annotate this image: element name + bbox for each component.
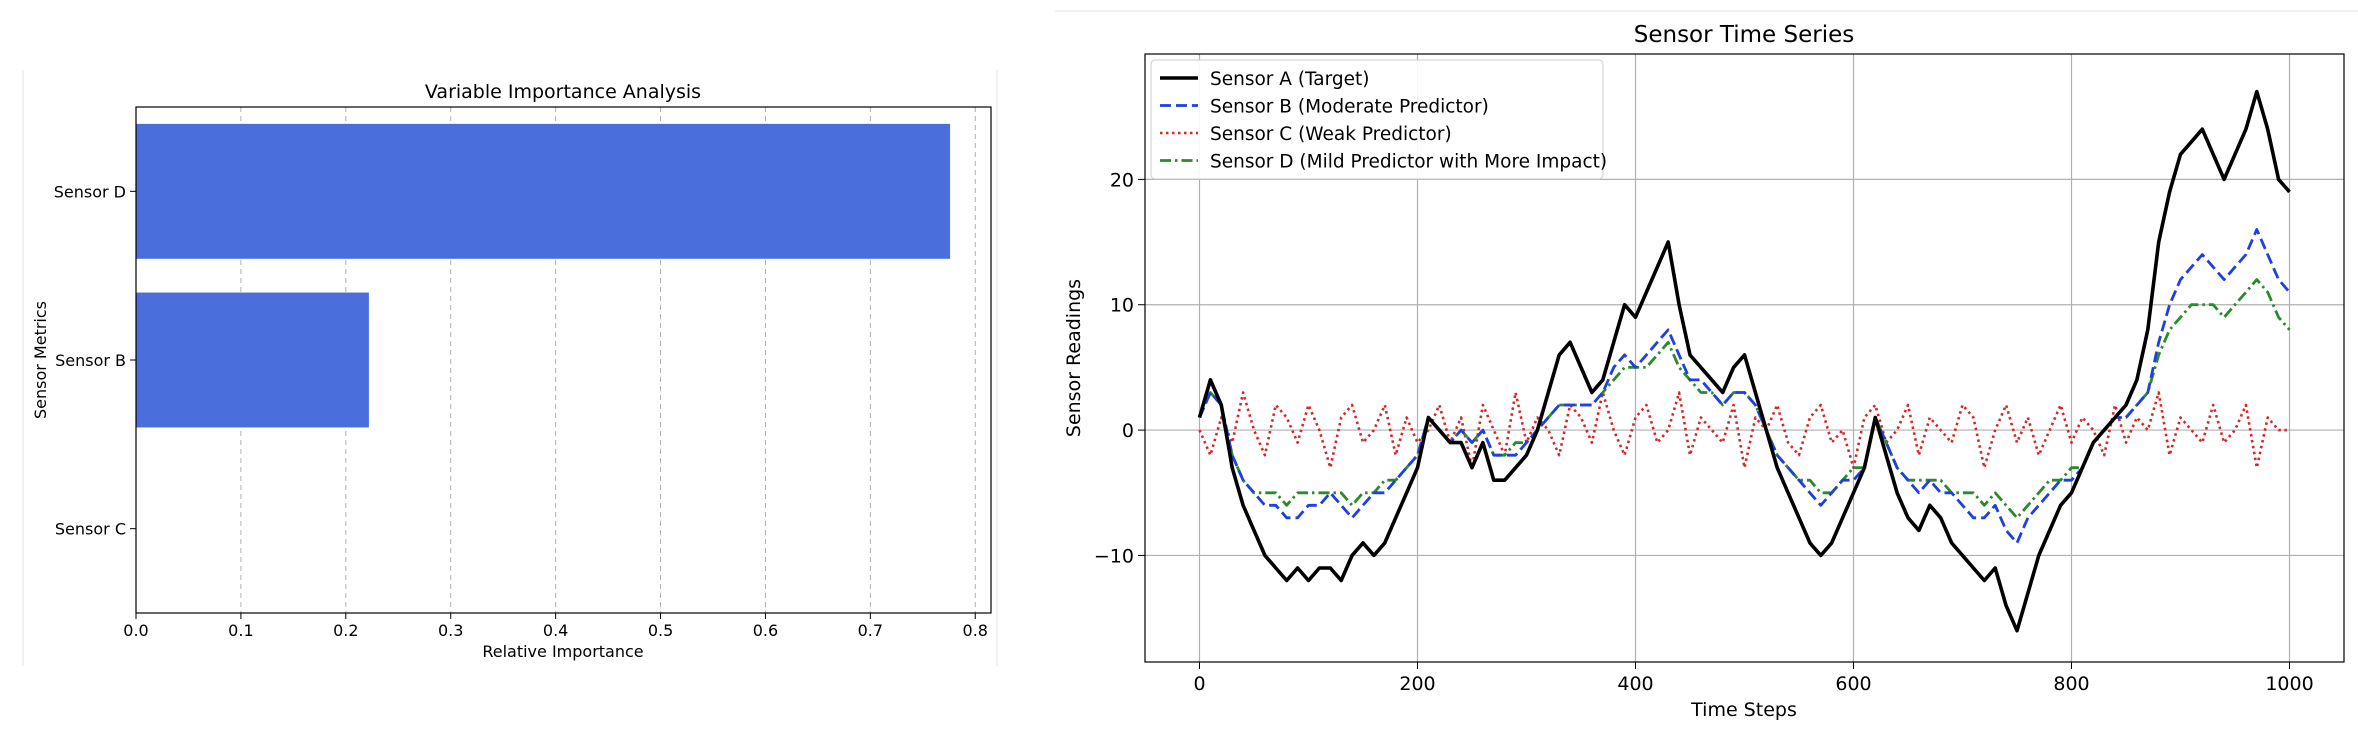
bar-sensor-d <box>136 123 951 259</box>
bar-x-tick-label: 0.1 <box>228 621 253 640</box>
bar-y-axis-label: Sensor Metrics <box>31 301 50 419</box>
ts-y-ticks: −10 0 10 20 <box>1094 169 1145 567</box>
importance-chart: 0.0 0.1 0.2 0.3 0.4 0.5 0.6 0.7 0.8 Sensor DSens… <box>22 70 998 666</box>
legend-label: Sensor A (Target) <box>1210 69 1370 90</box>
bar-chart-title: Variable Importance Analysis <box>425 81 701 103</box>
ts-y-tick-label: 0 <box>1122 420 1134 442</box>
bar-y-ticks: Sensor D Sensor B Sensor C <box>54 182 136 539</box>
ts-y-tick-label: −10 <box>1094 545 1134 567</box>
series-line-sensor-d <box>1198 278 2291 520</box>
ts-x-tick-label: 0 <box>1193 673 1205 695</box>
bar-y-tick-label: Sensor D <box>54 182 126 201</box>
bar-x-tick-label: 0.5 <box>648 621 673 640</box>
bar-x-ticks: 0.0 0.1 0.2 0.3 0.4 0.5 0.6 0.7 0.8 <box>123 613 988 640</box>
bar-x-tick-label: 0.2 <box>333 621 358 640</box>
ts-x-tick-label: 400 <box>1617 673 1653 695</box>
ts-x-tick-label: 1000 <box>2265 673 2313 695</box>
series-line-sensor-b <box>1198 228 2291 545</box>
ts-y-axis-label: Sensor Readings <box>1063 279 1085 437</box>
ts-x-tick-label: 600 <box>1835 673 1871 695</box>
ts-legend: Sensor A (Target) Sensor B (Moderate Pred… <box>1150 59 1607 180</box>
legend-label: Sensor D (Mild Predictor with More Impac… <box>1210 152 1607 173</box>
bar-x-tick-label: 0.4 <box>543 621 568 640</box>
bar-y-tick-label: Sensor C <box>55 520 126 539</box>
ts-gridlines <box>1145 54 2344 662</box>
ts-legend-box <box>1150 59 1604 180</box>
ts-y-tick-label: 10 <box>1110 295 1134 317</box>
ts-x-tick-label: 200 <box>1399 673 1435 695</box>
ts-x-tick-label: 800 <box>2053 673 2089 695</box>
series-line-sensor-a <box>1197 89 2291 633</box>
legend-label: Sensor C (Weak Predictor) <box>1210 124 1452 145</box>
bar-x-tick-label: 0.3 <box>438 621 463 640</box>
bar-sensor-b <box>136 292 369 428</box>
bar-x-tick-label: 0.0 <box>123 621 148 640</box>
bar-x-axis-label: Relative Importance <box>482 642 643 661</box>
ts-chart-title: Sensor Time Series <box>1634 22 1854 48</box>
ts-y-tick-label: 20 <box>1110 169 1134 191</box>
bar-x-tick-label: 0.8 <box>963 621 988 640</box>
bar-x-tick-label: 0.6 <box>753 621 778 640</box>
bar-series <box>136 123 951 428</box>
ts-x-ticks: 0 200 400 600 800 1000 <box>1193 662 2314 695</box>
ts-x-axis-label: Time Steps <box>1690 699 1797 721</box>
ts-series <box>1197 89 2291 633</box>
bar-y-tick-label: Sensor B <box>55 351 126 370</box>
legend-label: Sensor B (Moderate Predictor) <box>1210 97 1489 118</box>
bar-x-tick-label: 0.7 <box>858 621 883 640</box>
timeseries-chart: 0 200 400 600 800 1000 −10 0 10 20 Sensor Time S… <box>1055 10 2358 721</box>
ts-plot-frame <box>1144 53 2345 663</box>
